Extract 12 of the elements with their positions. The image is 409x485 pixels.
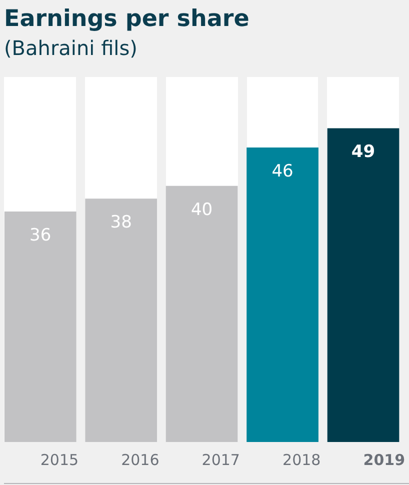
x-tick-label: 2017: [202, 450, 240, 469]
x-tick-label: 2018: [282, 450, 321, 469]
data-label: 49: [351, 142, 376, 162]
data-label: 40: [190, 200, 213, 220]
data-label: 36: [30, 225, 52, 246]
data-label: 38: [110, 212, 132, 233]
x-tick-label: 2016: [121, 450, 160, 469]
data-label: 46: [272, 161, 294, 182]
x-tick-label: 2019: [363, 450, 405, 469]
chart-title: Earnings per share: [4, 6, 250, 32]
x-tick-label: 2015: [40, 450, 79, 469]
chart-subtitle: (Bahraini fils): [4, 36, 138, 60]
